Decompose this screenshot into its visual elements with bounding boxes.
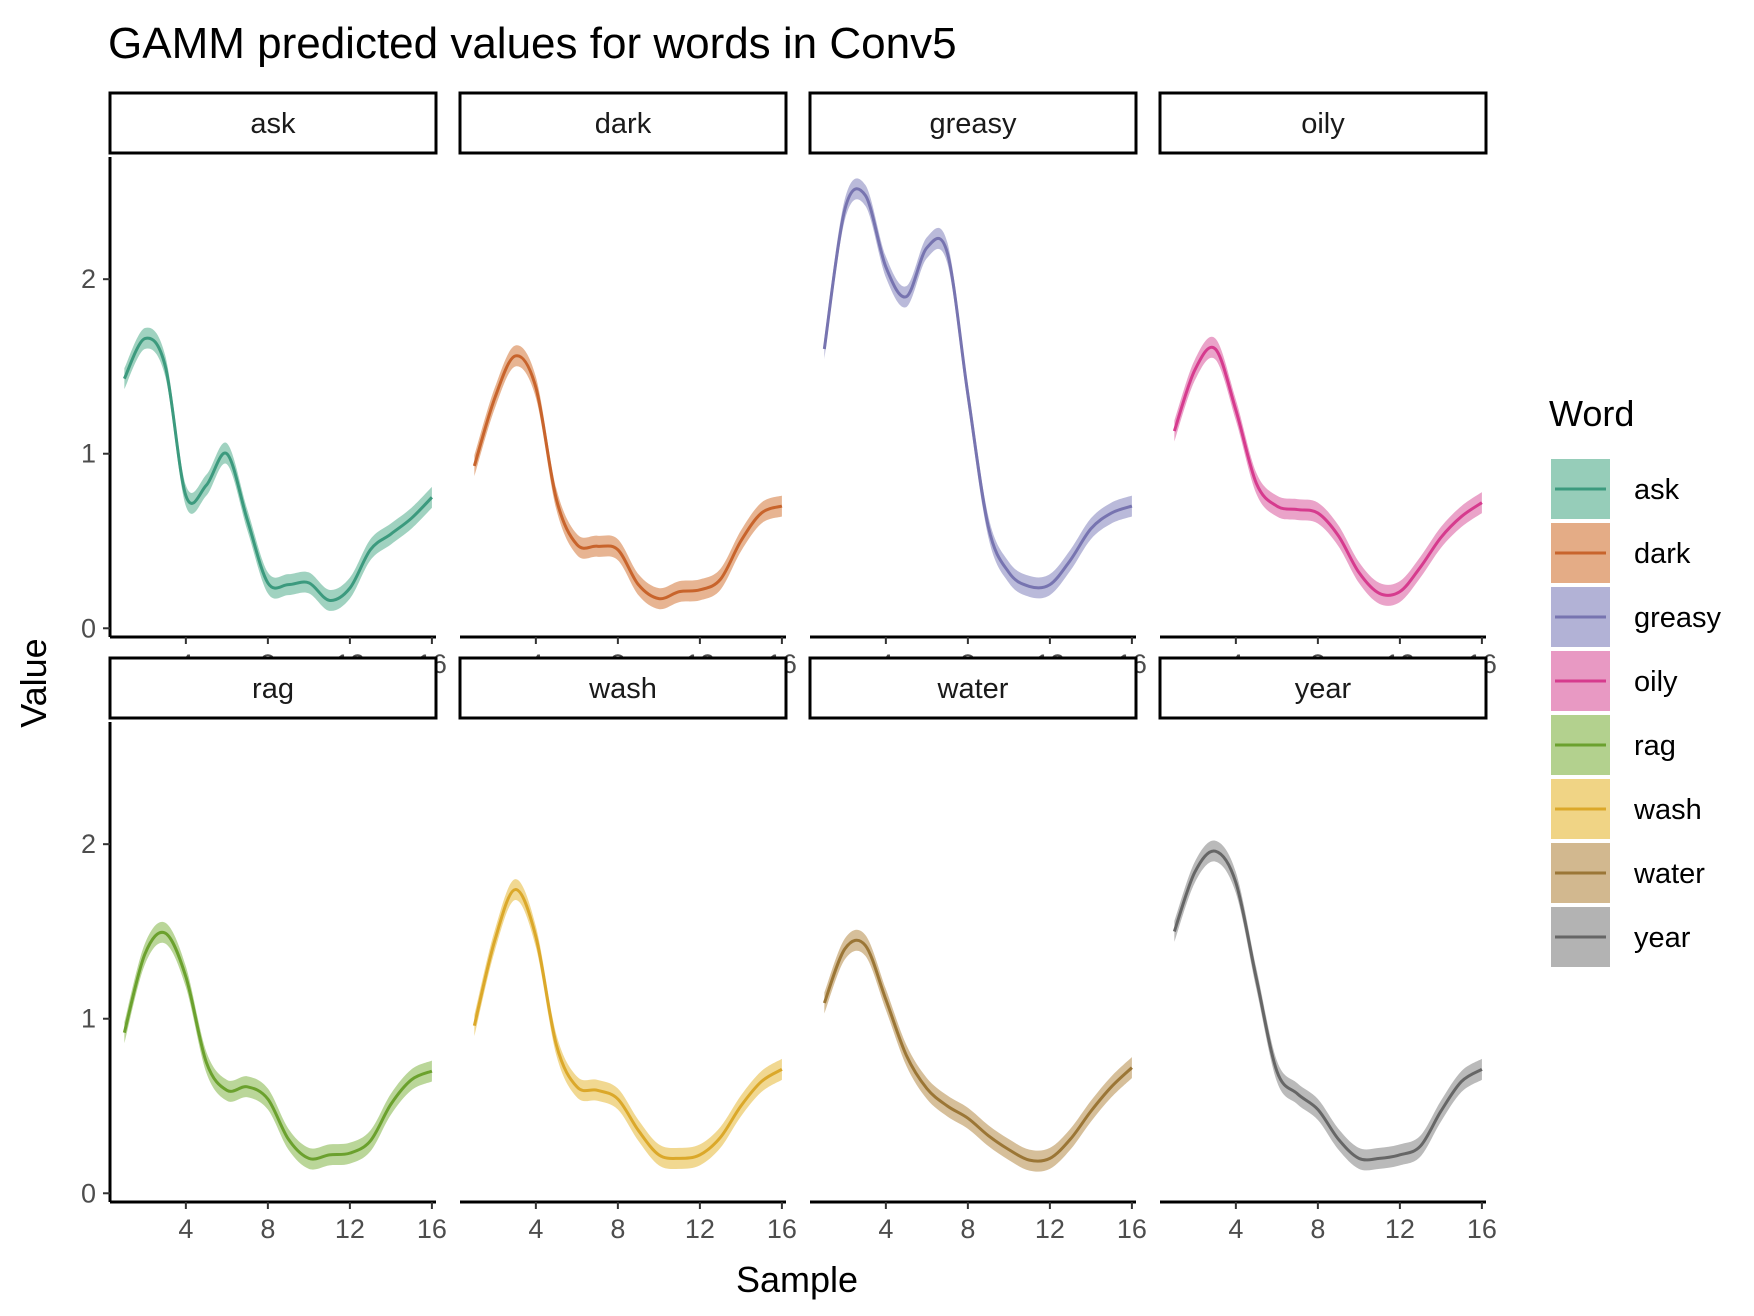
- legend-label-oily: oily: [1634, 666, 1678, 698]
- series-line-year: [1172, 849, 1483, 1162]
- x-tick-label-rag-8: 8: [260, 1214, 275, 1244]
- facet-strip-ask: [108, 91, 438, 155]
- facet-strip-label-dark: dark: [595, 108, 652, 140]
- legend-entry-year: year: [1551, 907, 1691, 967]
- facet-panel-ask: ask481216012: [81, 91, 447, 679]
- chart-title: GAMM predicted values for words in Conv5: [108, 19, 957, 68]
- y-tick-label-row-1-1: 1: [81, 1004, 96, 1034]
- x-tick-label-wash-8: 8: [610, 1214, 625, 1244]
- legend-label-greasy: greasy: [1634, 602, 1722, 634]
- legend-entry-greasy: greasy: [1551, 587, 1722, 647]
- legend-label-year: year: [1634, 922, 1691, 954]
- x-tick-label-year-8: 8: [1310, 1214, 1325, 1244]
- series-line-wash: [472, 888, 783, 1160]
- series-line-oily: [1172, 345, 1483, 597]
- legend-title: Word: [1549, 393, 1634, 434]
- x-tick-label-rag-4: 4: [178, 1214, 193, 1244]
- x-axis-title: Sample: [736, 1259, 858, 1300]
- x-tick-label-rag-12: 12: [335, 1214, 365, 1244]
- x-tick-label-water-12: 12: [1035, 1214, 1065, 1244]
- x-tick-label-water-4: 4: [878, 1214, 893, 1244]
- legend-label-water: water: [1633, 858, 1705, 890]
- facet-panel-wash: wash 4 8 12 16: [458, 656, 797, 1244]
- facet-strip-label-greasy: greasy: [929, 108, 1017, 140]
- facet-strip-greasy: [808, 91, 1138, 155]
- x-tick-label-water-16: 16: [1117, 1214, 1147, 1244]
- y-tick-label-row-0-2: 2: [81, 264, 96, 294]
- facet-strip-label-ask: ask: [250, 108, 296, 140]
- legend-entry-wash: wash: [1551, 779, 1702, 839]
- facet-strip-label-wash: wash: [588, 673, 657, 705]
- y-axis-title: Value: [13, 638, 54, 727]
- facet-strip-year: [1158, 656, 1488, 720]
- x-tick-label-year-16: 16: [1467, 1214, 1497, 1244]
- y-tick-label-row-0-1: 1: [81, 439, 96, 469]
- legend-label-wash: wash: [1633, 794, 1702, 826]
- facet-panel-water: water 4 8 12 16: [808, 656, 1147, 1244]
- series-line-water: [822, 938, 1133, 1163]
- legend-label-ask: ask: [1634, 474, 1680, 506]
- confidence-band-rag: [124, 921, 432, 1170]
- facet-strip-label-rag: rag: [252, 673, 294, 705]
- facet-strip-water: [808, 656, 1138, 720]
- facet-strip-dark: [458, 91, 788, 155]
- legend-label-dark: dark: [1634, 538, 1691, 570]
- y-tick-label-row-1-2: 2: [81, 829, 96, 859]
- series-line-ask: [122, 336, 433, 602]
- facet-panel-oily: oily481216: [1158, 91, 1497, 679]
- legend-entry-ask: ask: [1551, 459, 1680, 519]
- legend-entry-oily: oily: [1551, 651, 1678, 711]
- facet-panels: ask481216012dark481216greasy481216oily48…: [81, 91, 1497, 1244]
- facet-panel-year: year 4 8 12 16: [1158, 656, 1497, 1244]
- legend-label-rag: rag: [1634, 730, 1676, 762]
- y-tick-label-row-1-0: 0: [81, 1178, 96, 1208]
- facet-strip-wash: [458, 656, 788, 720]
- facet-strip-oily: [1158, 91, 1488, 155]
- confidence-band-ask: [124, 327, 432, 611]
- x-tick-label-year-12: 12: [1385, 1214, 1415, 1244]
- confidence-band-water: [824, 929, 1132, 1172]
- legend-entry-water: water: [1551, 843, 1705, 903]
- x-tick-label-wash-12: 12: [685, 1214, 715, 1244]
- legend: Word ask dark greasy oily rag wash water year: [1549, 393, 1722, 967]
- facet-panel-dark: dark481216: [458, 91, 797, 679]
- facet-strip-label-oily: oily: [1301, 108, 1345, 140]
- confidence-band-wash: [474, 879, 782, 1169]
- series-line-rag: [122, 930, 433, 1161]
- legend-entry-dark: dark: [1551, 523, 1691, 583]
- facet-strip-label-year: year: [1295, 673, 1352, 705]
- confidence-band-oily: [1174, 336, 1482, 606]
- x-tick-label-wash-16: 16: [767, 1214, 797, 1244]
- series-line-dark: [472, 354, 783, 601]
- x-tick-label-year-4: 4: [1228, 1214, 1243, 1244]
- x-tick-label-wash-4: 4: [528, 1214, 543, 1244]
- facet-strip-rag: [108, 656, 438, 720]
- facet-panel-greasy: greasy481216: [808, 91, 1147, 679]
- legend-entry-rag: rag: [1551, 715, 1676, 775]
- x-tick-label-water-8: 8: [960, 1214, 975, 1244]
- x-tick-label-rag-16: 16: [417, 1214, 447, 1244]
- series-line-greasy: [822, 187, 1133, 590]
- y-tick-label-row-0-0: 0: [81, 613, 96, 643]
- facet-strip-label-water: water: [937, 673, 1009, 705]
